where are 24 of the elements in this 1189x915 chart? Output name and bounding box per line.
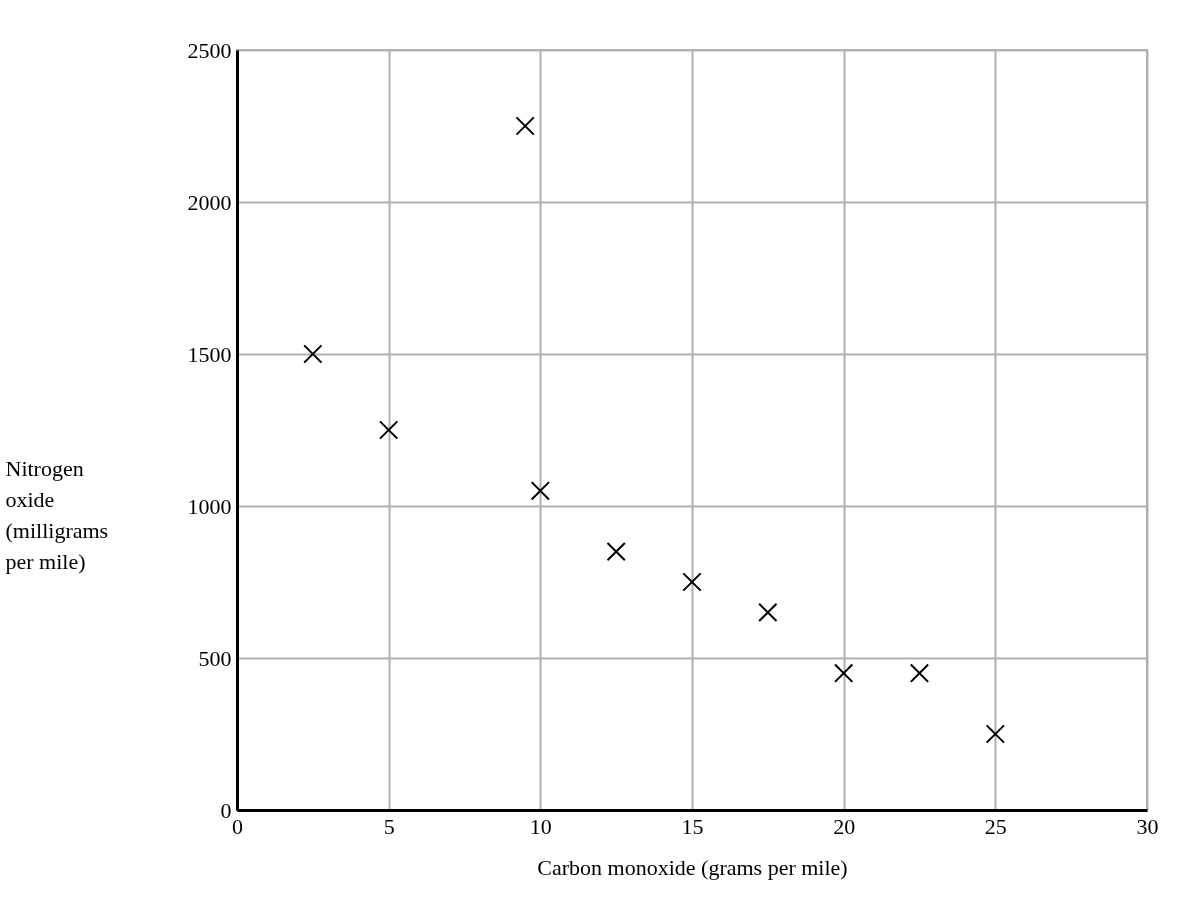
point	[909, 663, 930, 683]
point	[530, 481, 550, 501]
x-axis-title: Carbon monoxide (grams per mile)	[537, 854, 848, 880]
x-tick-label: 5	[383, 813, 395, 839]
point	[682, 572, 702, 592]
y-tick-label: 1500	[187, 341, 232, 367]
point	[834, 663, 854, 683]
y-tick-label: 2000	[187, 189, 232, 215]
point	[606, 541, 626, 562]
point	[379, 420, 399, 440]
y-tick-label: 500	[198, 645, 232, 671]
y-tick-label: 1000	[187, 493, 232, 519]
point	[758, 602, 778, 623]
y-tick-label: 2500	[187, 37, 232, 63]
x-tick-label: 30	[1136, 813, 1159, 839]
y-axis-title: Nitrogen oxide (milligrams per mile)	[5, 455, 109, 574]
x-tick-label: 15	[681, 813, 704, 839]
x-tick-label: 10	[529, 813, 552, 839]
x-tick-label: 25	[984, 813, 1007, 839]
point	[985, 724, 1005, 744]
point	[515, 116, 535, 136]
x-tick-label: 20	[833, 813, 856, 839]
point	[303, 344, 323, 364]
y-tick-label: 0	[220, 797, 232, 823]
